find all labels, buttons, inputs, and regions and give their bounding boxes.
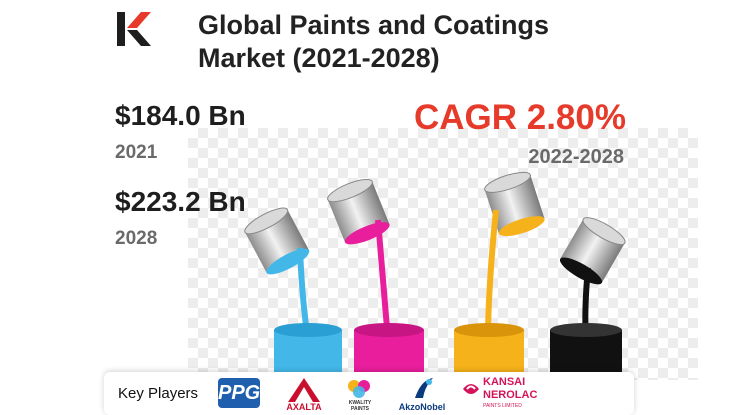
- cagr-period: 2022-2028: [528, 146, 624, 168]
- cyan-paint-can: [244, 207, 342, 380]
- market-year-2021: 2021: [115, 142, 158, 163]
- axalta-mark-icon: [288, 378, 320, 402]
- kansai-wordmark-line1: KANSAI: [483, 376, 526, 388]
- brand-logo-ppg: PPG: [218, 378, 260, 408]
- akzonobel-mark-icon: [415, 378, 433, 398]
- kansai-subtitle: PAINTS LIMITED: [483, 403, 522, 409]
- yellow-paint-can: [454, 171, 545, 380]
- market-value-2021: $184.0 Bn: [115, 100, 246, 131]
- kwality-wordmark: KWALITY PAINTS: [348, 400, 372, 412]
- key-players-label: Key Players: [118, 385, 199, 402]
- akzonobel-wordmark: AkzoNobel: [398, 402, 446, 412]
- title-line-1: Global Paints and Coatings: [198, 10, 550, 40]
- axalta-wordmark: AXALTA: [286, 402, 322, 412]
- market-year-2028: 2028: [115, 228, 158, 249]
- black-paint-can: [550, 217, 626, 380]
- company-logo-icon: [117, 12, 151, 46]
- brand-logo-kansai-nerolac: KANSAI NEROLAC PAINTS LIMITED: [461, 376, 561, 414]
- cagr-label: CAGR 2.80%: [413, 98, 626, 137]
- paint-pouring-illustration: [244, 171, 626, 380]
- key-players-bar: Key Players PPG AXALTA KWALITY PAINTS Ak…: [104, 372, 634, 415]
- market-value-2028: $223.2 Bn: [115, 186, 246, 217]
- page-title: Global Paints and Coatings Market (2021-…: [198, 9, 618, 75]
- magenta-paint-can: [327, 178, 424, 380]
- kwality-mark-icon: [348, 380, 370, 398]
- brand-logo-kwality: KWALITY PAINTS: [340, 376, 380, 414]
- kansai-wordmark-line2: NEROLAC: [483, 389, 538, 401]
- title-line-2: Market (2021-2028): [198, 43, 440, 73]
- brand-logo-axalta: AXALTA: [280, 376, 328, 414]
- brand-logo-akzonobel: AkzoNobel: [391, 376, 453, 414]
- kansai-mark-icon: [463, 384, 479, 394]
